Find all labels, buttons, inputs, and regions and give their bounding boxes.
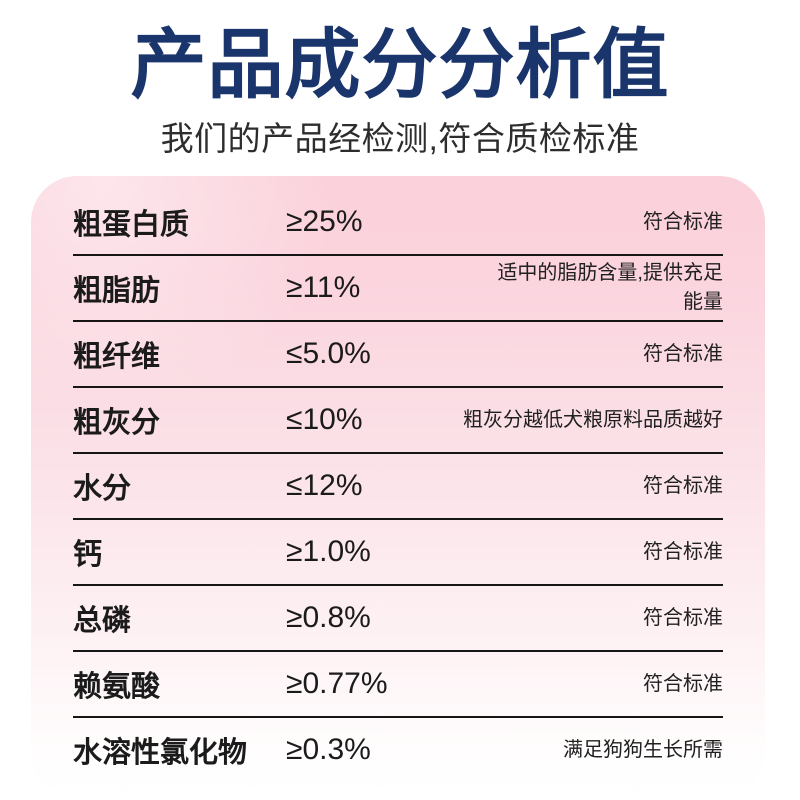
table-row: 粗脂肪 ≥11% 适中的脂肪含量,提供充足 能量 — [73, 256, 723, 320]
ingredient-value: ≥11% — [286, 271, 361, 304]
ingredient-name: 水溶性氯化物 — [73, 737, 248, 769]
table-row: 钙 ≥1.0% 符合标准 — [73, 520, 723, 584]
row-divider — [73, 320, 723, 322]
table-row: 粗灰分 ≤10% 粗灰分越低犬粮原料品质越好 — [73, 388, 723, 452]
row-divider — [73, 584, 723, 586]
ingredient-note: 符合标准 — [643, 342, 723, 365]
ingredient-value: ≥0.8% — [286, 601, 371, 634]
ingredient-note: 符合标准 — [643, 540, 723, 563]
ingredient-note: 符合标准 — [643, 210, 723, 233]
row-divider — [73, 518, 723, 520]
row-divider — [73, 254, 723, 256]
table-row: 赖氨酸 ≥0.77% 符合标准 — [73, 652, 723, 716]
ingredient-name: 粗脂肪 — [73, 275, 161, 307]
ingredient-value: ≤5.0% — [286, 337, 371, 370]
ingredient-name: 粗纤维 — [73, 341, 161, 373]
analysis-card: 粗蛋白质 ≥25% 符合标准 粗脂肪 ≥11% 适中的脂肪含量,提供充足 能量 … — [31, 176, 765, 798]
table-row: 总磷 ≥0.8% 符合标准 — [73, 586, 723, 650]
ingredient-note: 适中的脂肪含量,提供充足 能量 — [497, 262, 723, 313]
ingredient-name: 粗灰分 — [73, 407, 161, 439]
ingredient-value: ≥1.0% — [286, 535, 371, 568]
ingredient-value: ≤10% — [286, 403, 363, 436]
ingredient-name: 粗蛋白质 — [73, 209, 190, 241]
page-subtitle: 我们的产品经检测,符合质检标准 — [160, 120, 640, 158]
ingredient-value: ≤12% — [286, 469, 363, 502]
ingredient-name: 赖氨酸 — [73, 671, 161, 703]
ingredient-note: 符合标准 — [643, 606, 723, 629]
ingredient-note: 符合标准 — [643, 474, 723, 497]
ingredient-note: 满足狗狗生长所需 — [563, 738, 723, 761]
ingredient-note: 符合标准 — [643, 672, 723, 695]
analysis-table: 粗蛋白质 ≥25% 符合标准 粗脂肪 ≥11% 适中的脂肪含量,提供充足 能量 … — [73, 190, 723, 782]
ingredient-value: ≥0.3% — [286, 733, 371, 766]
table-row: 水分 ≤12% 符合标准 — [73, 454, 723, 518]
ingredient-value: ≥0.77% — [286, 667, 388, 700]
row-divider — [73, 386, 723, 388]
row-divider — [73, 452, 723, 454]
ingredient-name: 钙 — [73, 539, 103, 571]
table-row: 粗纤维 ≤5.0% 符合标准 — [73, 322, 723, 386]
ingredient-value: ≥25% — [286, 205, 363, 238]
page-title: 产品成分分析值 — [130, 23, 670, 108]
table-row: 水溶性氯化物 ≥0.3% 满足狗狗生长所需 — [73, 718, 723, 782]
ingredient-note: 粗灰分越低犬粮原料品质越好 — [463, 408, 723, 431]
row-divider — [73, 650, 723, 652]
table-row: 粗蛋白质 ≥25% 符合标准 — [73, 190, 723, 254]
row-divider — [73, 716, 723, 718]
ingredient-name: 水分 — [73, 473, 132, 505]
ingredient-name: 总磷 — [73, 605, 132, 637]
